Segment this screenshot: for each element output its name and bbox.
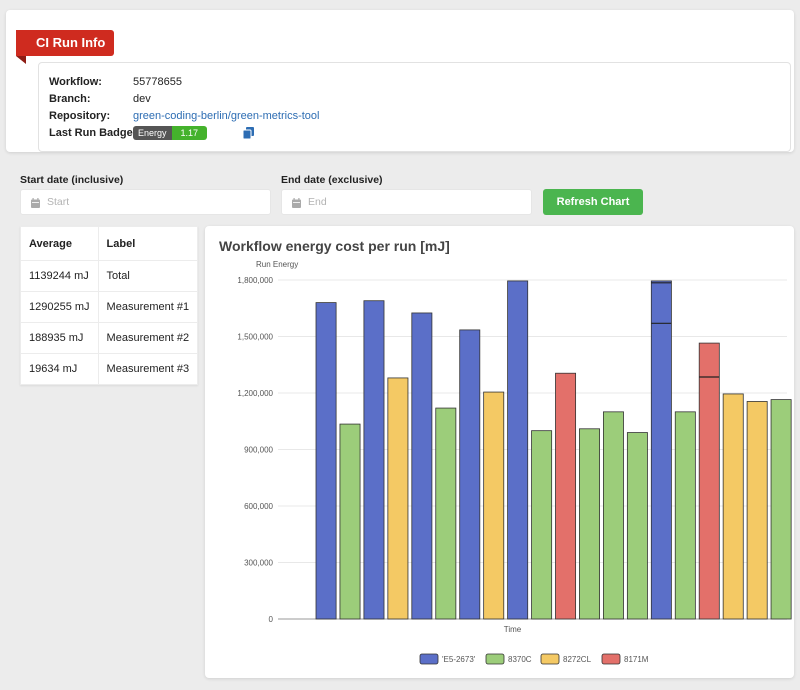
y-tick-label: 600,000 bbox=[244, 502, 273, 511]
chart-bar bbox=[555, 372, 577, 620]
chart-bar bbox=[483, 391, 505, 620]
averages-table: Average Label 1139244 mJ Total 1290255 m… bbox=[20, 226, 199, 385]
chart-bar bbox=[579, 428, 600, 620]
y-tick-label: 0 bbox=[269, 615, 274, 624]
y-tick-label: 900,000 bbox=[244, 446, 273, 455]
label-cell: Measurement #2 bbox=[97, 322, 199, 354]
chart-bar bbox=[411, 312, 433, 620]
y-tick-label: 1,800,000 bbox=[237, 276, 273, 285]
chart-bar bbox=[387, 377, 409, 620]
end-date-field[interactable] bbox=[281, 189, 532, 215]
legend-swatch bbox=[601, 653, 621, 665]
column-header-label: Label bbox=[97, 226, 199, 261]
end-date-label: End date (exclusive) bbox=[281, 174, 383, 186]
chart-bar bbox=[507, 280, 529, 620]
average-cell: 19634 mJ bbox=[20, 353, 99, 385]
branch-label: Branch: bbox=[49, 93, 91, 105]
calendar-icon bbox=[292, 198, 301, 208]
ci-run-info-card: CI Run Info Workflow: 55778655 Branch: d… bbox=[6, 10, 794, 152]
average-cell: 1290255 mJ bbox=[20, 291, 99, 323]
average-cell: 188935 mJ bbox=[20, 322, 99, 354]
energy-badge: Energy Used 1.17 kJ bbox=[133, 126, 208, 140]
chart-bar bbox=[770, 399, 792, 620]
chart-bar bbox=[602, 411, 624, 620]
legend-swatch bbox=[540, 653, 560, 665]
start-date-input[interactable] bbox=[47, 190, 247, 214]
workflow-value: 55778655 bbox=[133, 76, 182, 88]
chart-bar bbox=[722, 393, 744, 620]
legend-label: 8370C bbox=[508, 655, 532, 664]
energy-chart-card: Workflow energy cost per run [mJ] 0 300,0… bbox=[205, 226, 794, 678]
repository-link[interactable]: green-coding-berlin/green-metrics-tool bbox=[133, 110, 320, 122]
table-header-row: Average Label bbox=[20, 226, 199, 261]
legend-label: 'E5-2673' bbox=[442, 655, 476, 664]
chart-title: Workflow energy cost per run [mJ] bbox=[219, 238, 450, 254]
chart-bar bbox=[626, 432, 648, 620]
chart-bar bbox=[459, 329, 481, 620]
table-row: 19634 mJ Measurement #3 bbox=[20, 353, 199, 385]
label-cell: Total bbox=[97, 260, 199, 292]
table-row: 1139244 mJ Total bbox=[20, 260, 199, 292]
badge-label: Last Run Badge: bbox=[49, 127, 137, 139]
label-cell: Measurement #1 bbox=[97, 291, 199, 323]
chart-bar bbox=[746, 401, 768, 620]
end-date-input[interactable] bbox=[308, 190, 508, 214]
chart-bar bbox=[435, 407, 457, 620]
calendar-icon bbox=[31, 198, 40, 208]
chart-bar bbox=[315, 302, 337, 620]
table-row: 188935 mJ Measurement #2 bbox=[20, 322, 199, 354]
chart-bar bbox=[363, 300, 385, 620]
repository-label: Repository: bbox=[49, 110, 111, 122]
chart-bar bbox=[531, 430, 553, 620]
chart-bar bbox=[674, 411, 696, 620]
chart-bar bbox=[698, 342, 720, 620]
workflow-label: Workflow: bbox=[49, 76, 102, 88]
ci-run-info-title: CI Run Info bbox=[16, 30, 114, 64]
refresh-chart-button[interactable]: Refresh Chart bbox=[543, 189, 643, 215]
copy-icon[interactable] bbox=[243, 127, 254, 139]
legend-label: 8171M bbox=[624, 655, 649, 664]
table-row: 1290255 mJ Measurement #1 bbox=[20, 291, 199, 323]
start-date-field[interactable] bbox=[20, 189, 271, 215]
y-tick-label: 1,200,000 bbox=[237, 389, 273, 398]
x-axis-label: Time bbox=[504, 625, 522, 634]
start-date-label: Start date (inclusive) bbox=[20, 174, 124, 186]
branch-value: dev bbox=[133, 93, 151, 105]
average-cell: 1139244 mJ bbox=[20, 260, 99, 292]
energy-bar-chart: 0 300,000 600,000 900,000 1,200,000 1,500,000… bbox=[237, 260, 792, 665]
legend-swatch bbox=[419, 653, 439, 665]
chart-bar bbox=[650, 280, 672, 620]
column-header-average: Average bbox=[20, 226, 99, 261]
label-cell: Measurement #3 bbox=[97, 353, 199, 385]
y-axis-label: Run Energy bbox=[256, 260, 298, 269]
badge-key: Energy Used bbox=[133, 126, 172, 140]
y-tick-label: 300,000 bbox=[244, 559, 273, 568]
ci-run-info-details: Workflow: 55778655 Branch: dev Repositor… bbox=[38, 62, 791, 152]
badge-value: 1.17 kJ bbox=[171, 126, 208, 140]
chart-bar bbox=[339, 423, 361, 620]
legend-swatch bbox=[485, 653, 505, 665]
legend-label: 8272CL bbox=[563, 655, 592, 664]
y-tick-label: 1,500,000 bbox=[237, 333, 273, 342]
